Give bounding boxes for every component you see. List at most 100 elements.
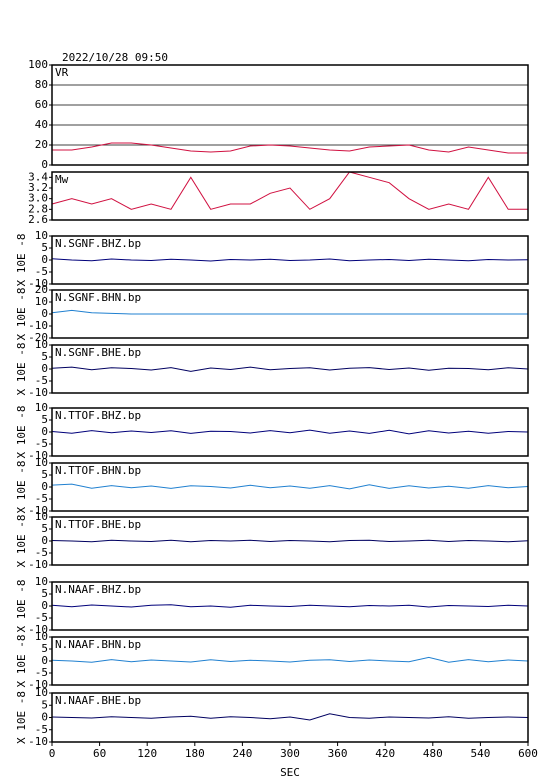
- panel-frame: [51, 289, 529, 339]
- y-tick-label: 20: [35, 138, 48, 151]
- trace: [51, 258, 529, 262]
- panel-frame: [51, 516, 529, 566]
- y-tick-label: 5: [41, 350, 48, 363]
- y-tick-label: -5: [35, 492, 48, 505]
- trace: [51, 429, 529, 435]
- panel-label: N.SGNF.BHN.bp: [55, 291, 141, 304]
- panel-label: N.TTOF.BHN.bp: [55, 464, 141, 477]
- y-tick-label: 0: [41, 534, 48, 547]
- x-tick-label: 480: [423, 747, 443, 760]
- y-axis-label: X 10E -8: [15, 635, 28, 688]
- y-axis-label: X 10E -8: [15, 691, 28, 744]
- trace: [51, 309, 528, 315]
- panel-frame: [51, 235, 529, 285]
- trace: [51, 483, 529, 490]
- y-tick-label: 0: [41, 711, 48, 724]
- y-tick-label: -5: [35, 374, 48, 387]
- y-tick-label: 0: [41, 480, 48, 493]
- y-tick-label: 10: [35, 686, 48, 699]
- y-axis-label: X 10E -8: [15, 288, 28, 341]
- y-tick-label: 2.8: [28, 202, 48, 215]
- y-tick-label: -10: [28, 735, 48, 748]
- y-tick-label: 10: [35, 229, 48, 242]
- y-tick-label: -10: [28, 277, 48, 290]
- panel-frame: [51, 344, 529, 394]
- y-tick-label: 10: [35, 338, 48, 351]
- y-tick-label: 5: [41, 642, 48, 655]
- x-tick-label: 300: [280, 747, 300, 760]
- chart-title: 2022/10/28 09:50: [62, 51, 168, 64]
- y-tick-label: 3.4: [28, 170, 48, 183]
- y-tick-label: 20: [35, 283, 48, 296]
- y-tick-label: 5: [41, 522, 48, 535]
- panel-frame: [51, 462, 529, 512]
- y-tick-label: 0: [41, 253, 48, 266]
- panel-label: N.NAAF.BHE.bp: [55, 694, 141, 707]
- panel-label: N.TTOF.BHZ.bp: [55, 409, 141, 422]
- y-tick-label: 0: [41, 654, 48, 667]
- x-tick-label: 0: [49, 747, 56, 760]
- y-tick-label: 5: [41, 698, 48, 711]
- y-tick-label: 0: [41, 599, 48, 612]
- trace: [51, 713, 529, 721]
- y-tick-label: -10: [28, 678, 48, 691]
- panel-frame: [51, 64, 529, 166]
- y-tick-label: -10: [28, 386, 48, 399]
- y-axis-label: X 10E -8: [15, 234, 28, 287]
- x-tick-label: 180: [185, 747, 205, 760]
- panel-frame: [51, 636, 529, 686]
- y-tick-label: -5: [35, 546, 48, 559]
- y-axis-label: X 10E -8: [15, 580, 28, 633]
- y-tick-label: 2.6: [28, 213, 48, 226]
- y-tick-label: 10: [35, 630, 48, 643]
- y-axis-label: X 10E -8: [15, 406, 28, 459]
- y-tick-label: 3.0: [28, 192, 48, 205]
- x-tick-label: 420: [375, 747, 395, 760]
- y-tick-label: 0: [41, 425, 48, 438]
- panel-label: VR: [55, 66, 69, 79]
- y-tick-label: 80: [35, 78, 48, 91]
- panel-label: Mw: [55, 173, 69, 186]
- x-axis-label: SEC: [280, 766, 300, 779]
- panel-frame: [51, 171, 529, 221]
- panel-label: N.TTOF.BHE.bp: [55, 518, 141, 531]
- x-tick-label: 600: [518, 747, 538, 760]
- y-tick-label: -20: [28, 331, 48, 344]
- trace: [51, 656, 529, 663]
- y-tick-label: 5: [41, 468, 48, 481]
- y-tick-label: 10: [35, 295, 48, 308]
- trace: [51, 171, 528, 210]
- y-tick-label: -10: [28, 623, 48, 636]
- panel-label: N.NAAF.BHZ.bp: [55, 583, 141, 596]
- y-tick-label: -5: [35, 611, 48, 624]
- panel-frame: [51, 581, 529, 631]
- trace: [52, 142, 528, 154]
- y-tick-label: -10: [28, 319, 48, 332]
- x-tick-label: 360: [328, 747, 348, 760]
- trace: [51, 366, 529, 372]
- y-axis-label: X 10E -8: [15, 461, 28, 514]
- y-tick-label: 60: [35, 98, 48, 111]
- panel-label: N.NAAF.BHN.bp: [55, 638, 141, 651]
- y-tick-label: -10: [28, 449, 48, 462]
- y-axis-label: X 10E -8: [15, 343, 28, 396]
- y-tick-label: 10: [35, 575, 48, 588]
- y-tick-label: 5: [41, 241, 48, 254]
- y-tick-label: 0: [41, 307, 48, 320]
- y-tick-label: -10: [28, 504, 48, 517]
- y-tick-label: -5: [35, 265, 48, 278]
- y-tick-label: 5: [41, 413, 48, 426]
- y-axis-label: X 10E -8: [15, 515, 28, 568]
- y-tick-label: -5: [35, 437, 48, 450]
- y-tick-label: -5: [35, 723, 48, 736]
- panel-label: N.SGNF.BHZ.bp: [55, 237, 141, 250]
- y-tick-label: 100: [28, 58, 48, 71]
- y-tick-label: 10: [35, 510, 48, 523]
- x-tick-label: 240: [232, 747, 252, 760]
- y-tick-label: 0: [41, 158, 48, 171]
- trace: [51, 539, 529, 543]
- y-tick-label: 10: [35, 401, 48, 414]
- trace: [51, 604, 529, 608]
- x-tick-label: 60: [93, 747, 106, 760]
